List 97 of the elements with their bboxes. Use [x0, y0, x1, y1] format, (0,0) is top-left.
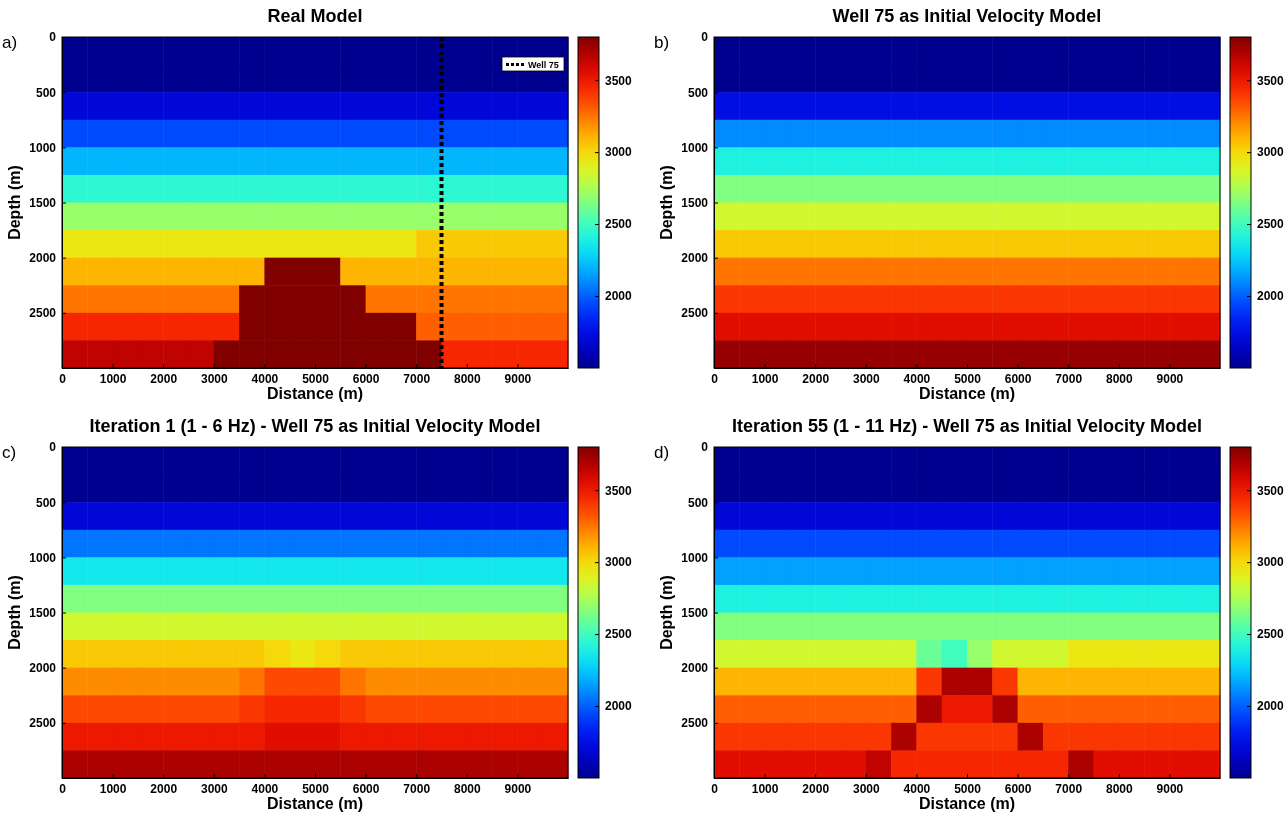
x-tick-label: 2000	[802, 371, 830, 386]
x-tick-label: 7000	[1055, 781, 1083, 796]
x-axis-title: Distance (m)	[918, 385, 1016, 402]
x-tick-label: 3000	[852, 371, 880, 386]
x-tick-label: 3000	[852, 781, 880, 796]
y-tick-label: 1000	[681, 550, 709, 565]
y-tick-label: 0	[49, 30, 57, 45]
y-axis-title: Depth (m)	[658, 165, 675, 240]
x-tick-label: 6000	[1004, 371, 1032, 386]
y-axis-title: Depth (m)	[6, 575, 23, 650]
color-bar-label: 2000	[605, 289, 633, 304]
x-tick-label: 7000	[403, 781, 431, 796]
x-tick-label: 5000	[302, 781, 330, 796]
x-tick-label: 1000	[99, 781, 127, 796]
chart-title: Iteration 55 (1 - 11 Hz) - Well 75 as Initial Velocity Model	[732, 416, 1202, 436]
y-tick-label: 0	[701, 30, 709, 45]
x-tick-label: 4000	[903, 781, 931, 796]
x-tick-label: 9000	[504, 371, 532, 386]
x-tick-label: 4000	[251, 371, 279, 386]
x-axis-title: Distance (m)	[266, 795, 364, 812]
text: d)	[654, 443, 670, 462]
x-tick-label: 8000	[1105, 781, 1133, 796]
y-tick-label: 1000	[29, 140, 57, 155]
x-tick-label: 9000	[1156, 371, 1184, 386]
x-tick-label: 8000	[453, 781, 481, 796]
ref-line-label: Well 75	[528, 59, 559, 70]
color-bar-label: 2500	[1257, 627, 1285, 642]
x-tick-label: 7000	[403, 371, 431, 386]
x-tick-label: 2000	[150, 781, 178, 796]
x-tick-label: 1000	[751, 371, 779, 386]
color-bar-label: 3000	[1257, 555, 1285, 570]
x-tick-label: 6000	[352, 781, 380, 796]
y-tick-label: 2500	[29, 306, 57, 321]
y-tick-label: 1500	[681, 195, 709, 210]
y-tick-label: 0	[49, 440, 57, 455]
y-tick-label: 0	[701, 440, 709, 455]
color-bar-label: 3500	[1257, 73, 1285, 88]
x-tick-label: 5000	[954, 371, 982, 386]
x-tick-label: 9000	[1156, 781, 1184, 796]
y-tick-label: 2500	[29, 716, 57, 731]
text: a)	[2, 33, 18, 52]
x-tick-label: 0	[711, 371, 719, 386]
y-tick-label: 500	[35, 495, 57, 510]
text: b)	[654, 33, 670, 52]
color-bar-label: 2500	[605, 217, 633, 232]
x-axis-title: Distance (m)	[918, 795, 1016, 812]
x-tick-label: 3000	[200, 371, 228, 386]
color-bar-label: 2500	[605, 627, 633, 642]
y-tick-label: 2000	[29, 251, 57, 266]
x-tick-label: 8000	[453, 371, 481, 386]
y-tick-label: 2000	[29, 661, 57, 676]
chart-title: Iteration 1 (1 - 6 Hz) - Well 75 as Initial Velocity Model	[89, 416, 541, 436]
x-tick-label: 3000	[200, 781, 228, 796]
color-bar-label: 3500	[1257, 483, 1285, 498]
color-bar-label: 3500	[605, 483, 633, 498]
x-tick-label: 4000	[251, 781, 279, 796]
y-tick-label: 2500	[681, 306, 709, 321]
x-tick-label: 8000	[1105, 371, 1133, 386]
x-tick-label: 6000	[352, 371, 380, 386]
y-tick-label: 500	[687, 495, 709, 510]
x-tick-label: 5000	[954, 781, 982, 796]
x-tick-label: 4000	[903, 371, 931, 386]
y-tick-label: 2500	[681, 716, 709, 731]
y-tick-label: 1000	[681, 140, 709, 155]
x-tick-label: 1000	[751, 781, 779, 796]
color-bar-label: 2000	[605, 699, 633, 714]
y-axis-title: Depth (m)	[6, 165, 23, 240]
chart-title: Real Model	[267, 6, 363, 26]
x-tick-label: 0	[59, 371, 67, 386]
x-tick-label: 7000	[1055, 371, 1083, 386]
y-tick-label: 2000	[681, 661, 709, 676]
chart-title: Well 75 as Initial Velocity Model	[832, 6, 1102, 26]
x-tick-label: 6000	[1004, 781, 1032, 796]
y-tick-label: 1500	[681, 605, 709, 620]
x-tick-label: 2000	[150, 371, 178, 386]
color-bar-label: 2000	[1257, 699, 1285, 714]
x-tick-label: 2000	[802, 781, 830, 796]
x-axis-title: Distance (m)	[266, 385, 364, 402]
color-bar-label: 2500	[1257, 217, 1285, 232]
x-tick-label: 1000	[99, 371, 127, 386]
y-tick-label: 500	[687, 85, 709, 100]
x-tick-label: 9000	[504, 781, 532, 796]
color-bar-label: 3000	[605, 145, 633, 160]
x-tick-label: 0	[711, 781, 719, 796]
y-tick-label: 2000	[681, 251, 709, 266]
y-axis-title: Depth (m)	[658, 575, 675, 650]
text: c)	[2, 443, 17, 462]
y-tick-label: 1500	[29, 195, 57, 210]
color-bar-label: 2000	[1257, 289, 1285, 304]
x-tick-label: 0	[59, 781, 67, 796]
x-tick-label: 5000	[302, 371, 330, 386]
color-bar-label: 3000	[605, 555, 633, 570]
color-bar-label: 3000	[1257, 145, 1285, 160]
y-tick-label: 1500	[29, 605, 57, 620]
color-bar-label: 3500	[605, 73, 633, 88]
y-tick-label: 1000	[29, 550, 57, 565]
y-tick-label: 500	[35, 85, 57, 100]
